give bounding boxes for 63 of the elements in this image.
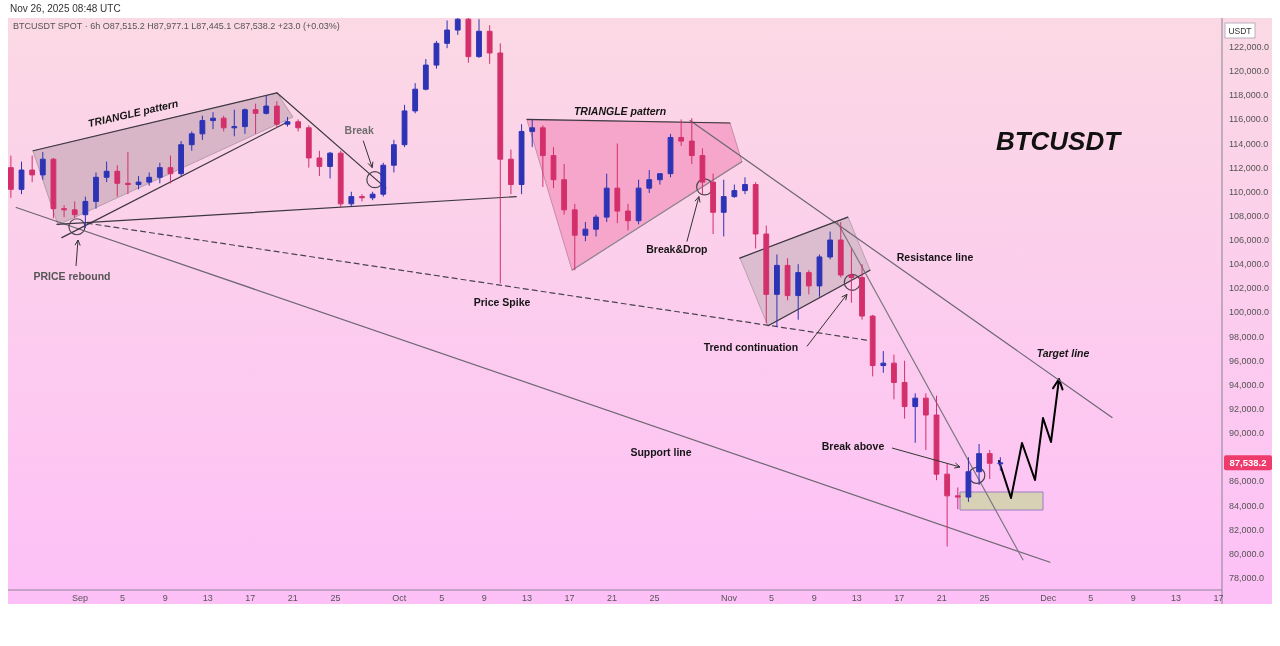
x-tick-label: 25 <box>649 593 660 603</box>
y-tick-label: 118,000.0 <box>1229 90 1269 101</box>
annotation: Break above <box>821 440 885 452</box>
chart-subtitle: BTCUSDT SPOT · 6h O87,515.2 H87,977.1 L87,445.1 C87,538.2 +23.0 (+0.03%) <box>13 21 340 31</box>
x-tick-label: 5 <box>439 593 445 603</box>
x-tick-label: 21 <box>936 593 947 603</box>
y-tick-label: 92,000.0 <box>1229 403 1265 414</box>
x-tick-label: 13 <box>851 593 862 603</box>
x-tick-label: 9 <box>481 593 487 603</box>
annotation: Break <box>344 123 374 136</box>
x-tick-label: 25 <box>330 593 341 603</box>
y-tick-label: 96,000.0 <box>1229 355 1265 366</box>
x-tick-label: 17 <box>245 593 256 603</box>
annotation: Trend continuation <box>703 341 799 354</box>
text: 87,538.2 <box>1229 457 1267 469</box>
y-tick-label: 110,000.0 <box>1229 186 1269 197</box>
x-tick-label: 17 <box>1213 593 1224 603</box>
annotation: Support line <box>630 446 692 458</box>
annotation: Price Spike <box>473 296 531 308</box>
x-tick-label: Nov <box>721 593 738 603</box>
x-tick-label: 17 <box>564 593 575 603</box>
x-tick-label: 13 <box>521 593 532 603</box>
annotation: Resistance line <box>896 251 974 263</box>
annotation: Break&Drop <box>646 242 708 255</box>
text: BTCUSDT <box>995 126 1123 156</box>
y-tick-label: 82,000.0 <box>1229 524 1265 535</box>
y-tick-label: 94,000.0 <box>1229 379 1265 390</box>
y-tick-label: 112,000.0 <box>1229 162 1269 173</box>
x-tick-label: 5 <box>769 593 775 603</box>
text: Nov 26, 2025 08:48 UTC <box>10 3 121 14</box>
y-tick-label: 78,000.0 <box>1229 572 1265 583</box>
y-tick-label: 84,000.0 <box>1229 500 1265 511</box>
y-tick-label: 80,000.0 <box>1229 548 1265 559</box>
annotation: PRICE rebound <box>33 270 111 282</box>
y-tick-label: 86,000.0 <box>1229 476 1265 487</box>
y-tick-label: 120,000.0 <box>1229 66 1270 77</box>
annotation: Target line <box>1036 347 1090 359</box>
y-tick-label: 100,000.0 <box>1229 307 1270 318</box>
x-tick-label: 17 <box>894 593 905 603</box>
annotation: TRIANGLE pattern <box>573 105 667 117</box>
x-tick-label: 13 <box>1170 593 1181 603</box>
x-tick-label: 5 <box>1088 593 1094 603</box>
x-tick-label: 9 <box>162 593 168 603</box>
x-tick-label: Oct <box>392 593 407 603</box>
x-tick-label: Sep <box>72 593 89 603</box>
y-tick-label: 90,000.0 <box>1229 428 1265 439</box>
y-tick-label: 98,000.0 <box>1229 331 1265 342</box>
x-tick-label: 13 <box>202 593 213 603</box>
x-tick-label: 25 <box>979 593 990 603</box>
y-tick-label: 104,000.0 <box>1229 259 1270 270</box>
y-tick-label: 106,000.0 <box>1229 235 1270 246</box>
y-tick-label: 108,000.0 <box>1229 210 1270 221</box>
y-tick-label: 102,000.0 <box>1229 283 1270 294</box>
x-tick-label: 21 <box>287 593 298 603</box>
y-tick-label: 114,000.0 <box>1229 138 1269 149</box>
x-tick-label: 5 <box>120 593 126 603</box>
y-axis-title: USDT <box>1228 25 1252 36</box>
x-tick-label: 9 <box>811 593 817 603</box>
x-tick-label: 9 <box>1130 593 1136 603</box>
x-tick-label: Dec <box>1040 593 1057 603</box>
y-tick-label: 116,000.0 <box>1229 114 1269 125</box>
y-tick-label: 122,000.0 <box>1229 41 1270 52</box>
x-tick-label: 21 <box>607 593 618 603</box>
